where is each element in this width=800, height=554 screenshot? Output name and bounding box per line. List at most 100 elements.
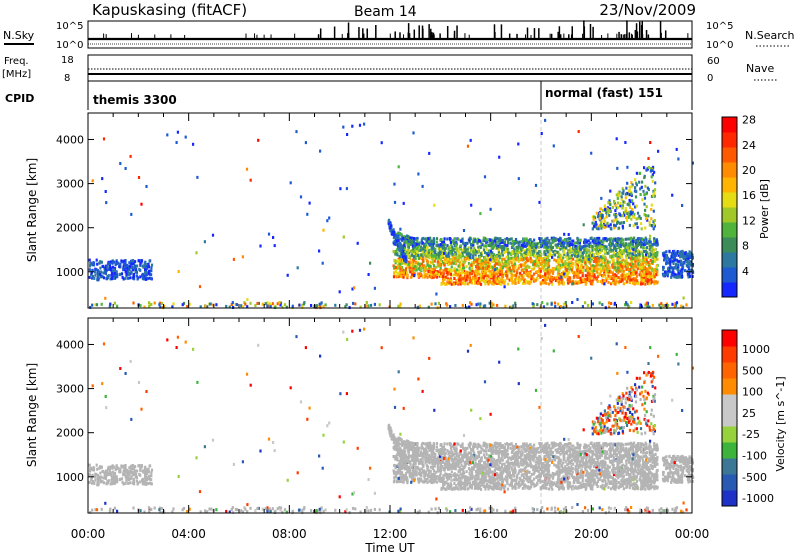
power-cell: [634, 186, 637, 190]
velocity-cell: [649, 486, 652, 490]
power-cell: [425, 248, 428, 252]
power-cell: [402, 250, 405, 253]
power-cell: [417, 243, 420, 247]
power-cell: [605, 215, 608, 219]
power-cell: [504, 304, 507, 308]
power-cell: [566, 264, 569, 268]
power-cell: [496, 246, 499, 250]
power-cell: [412, 263, 415, 267]
power-cell: [457, 257, 460, 261]
power-cell: [533, 262, 536, 266]
power-cell: [557, 265, 560, 269]
power-cell: [537, 256, 540, 260]
power-cell: [451, 240, 454, 244]
power-cell: [548, 259, 551, 262]
power-cell: [421, 248, 424, 252]
power-cell: [506, 237, 509, 241]
power-cell: [534, 183, 538, 187]
power-cell: [487, 266, 491, 270]
power-cell: [646, 280, 649, 284]
power-cell: [91, 179, 94, 183]
power-cell: [566, 253, 569, 257]
power-cell: [651, 252, 654, 256]
power-cell: [599, 218, 602, 222]
power-cell: [428, 266, 431, 270]
power-cell: [479, 273, 483, 277]
power-cell: [581, 269, 584, 273]
power-cell: [542, 279, 545, 282]
power-cell: [558, 269, 561, 273]
power-cell: [590, 272, 593, 276]
power-cell: [686, 254, 689, 258]
power-cell: [683, 255, 686, 259]
beam-label: Beam 14: [354, 4, 417, 20]
velocity-cell: [438, 479, 441, 483]
power-cell: [631, 281, 634, 285]
power-cell: [653, 275, 656, 278]
power-cell: [619, 204, 622, 208]
power-cell: [651, 243, 654, 247]
power-cell: [588, 278, 591, 282]
power-cell: [516, 257, 519, 261]
velocity-cell: [493, 458, 496, 462]
power-cell: [89, 262, 92, 265]
power-cell: [326, 219, 329, 223]
power-cell: [456, 273, 459, 276]
power-cell: [110, 273, 113, 277]
power-cell: [136, 277, 139, 281]
power-cell: [401, 268, 405, 272]
velocity-scatter: [88, 323, 695, 515]
power-cell: [673, 304, 676, 308]
power-cell: [479, 279, 482, 283]
power-cell: [499, 239, 503, 243]
power-cell: [596, 252, 600, 256]
power-cell: [610, 227, 613, 231]
power-cell: [643, 258, 646, 262]
power-cell: [638, 273, 641, 277]
power-cell: [578, 255, 581, 259]
power-cell: [496, 280, 499, 284]
power-cell: [499, 266, 502, 270]
power-cell: [629, 263, 632, 266]
power-cell: [271, 302, 274, 306]
power-cell: [522, 274, 525, 278]
power-cell: [576, 264, 580, 268]
power-cell: [615, 206, 618, 210]
power-cell: [601, 244, 604, 247]
power-cell: [501, 253, 504, 257]
power-cell: [551, 271, 554, 275]
power-cell: [525, 272, 528, 276]
power-cell: [451, 256, 455, 260]
power-cell: [635, 204, 638, 208]
power-cell: [477, 270, 480, 274]
power-cell: [468, 238, 471, 242]
power-cell: [389, 222, 392, 226]
power-cell: [595, 251, 598, 254]
power-cell: [353, 286, 356, 290]
power-cell: [593, 222, 596, 226]
power-cell: [453, 253, 456, 257]
power-cell: [521, 281, 524, 285]
power-cell: [476, 241, 479, 245]
power-cell: [477, 281, 480, 285]
power-cell: [576, 263, 579, 266]
power-cell: [434, 247, 437, 251]
power-cell: [394, 234, 397, 238]
velocity-cell: [470, 466, 474, 470]
power-cell: [140, 202, 143, 206]
power-cell: [544, 254, 547, 258]
power-cell: [407, 242, 410, 246]
power-cell: [501, 266, 504, 270]
power-cell: [465, 255, 468, 259]
power-cell: [627, 237, 631, 241]
power-cell: [639, 282, 642, 286]
power-cell: [130, 212, 133, 216]
power-cell: [398, 246, 401, 250]
power-cell: [605, 245, 608, 249]
power-cell: [651, 224, 654, 228]
power-cell: [459, 239, 462, 243]
power-cell: [460, 275, 463, 279]
power-cell: [470, 281, 473, 285]
power-cell: [686, 265, 689, 269]
power-cell: [488, 242, 491, 245]
